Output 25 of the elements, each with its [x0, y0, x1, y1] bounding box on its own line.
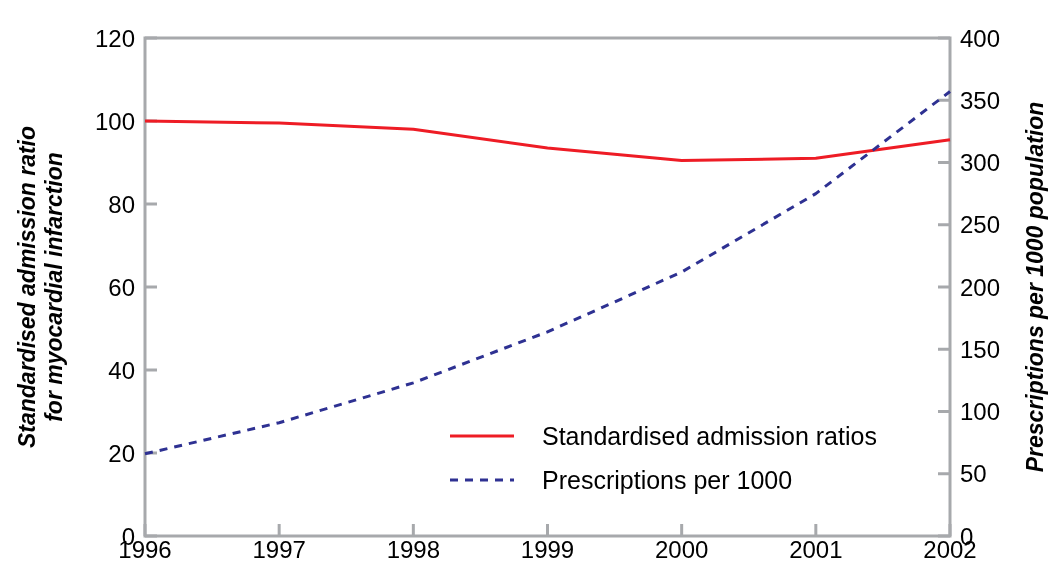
y2-tick-label: 250 — [960, 211, 1001, 239]
y2-tick-label: 150 — [960, 335, 1001, 363]
legend-label: Prescriptions per 1000 — [542, 466, 793, 494]
line-series — [143, 119, 952, 162]
y2-tick-label: 350 — [960, 86, 1001, 114]
x-tick-label: 1998 — [386, 536, 441, 563]
legend-label: Standardised admission ratios — [542, 422, 877, 450]
y-tick-label: 80 — [108, 190, 135, 218]
y2-tick-label: 400 — [960, 24, 1001, 52]
x-tick-label: 1997 — [252, 536, 306, 563]
y2-tick-label: 50 — [960, 460, 987, 488]
y-axis-title: Standardised admission ratio for myocardial infarction — [14, 125, 67, 449]
y-tick-label: 120 — [94, 24, 135, 52]
y-tick-label: 40 — [108, 356, 135, 384]
x-tick-label: 2000 — [654, 536, 709, 563]
y2-tick-label: 300 — [960, 149, 1001, 176]
line-series — [143, 90, 952, 456]
y-tick-label: 100 — [94, 107, 135, 135]
x-tick-label: 1999 — [520, 536, 575, 563]
y2-tick-label: 100 — [960, 398, 1001, 425]
y-tick-label: 60 — [108, 273, 135, 301]
y2-axis-title: Prescriptions per 1000 population — [1022, 101, 1048, 473]
y2-tick-label: 200 — [960, 273, 1001, 301]
x-tick-label: 2001 — [789, 536, 843, 563]
y-tick-label: 20 — [108, 439, 135, 467]
